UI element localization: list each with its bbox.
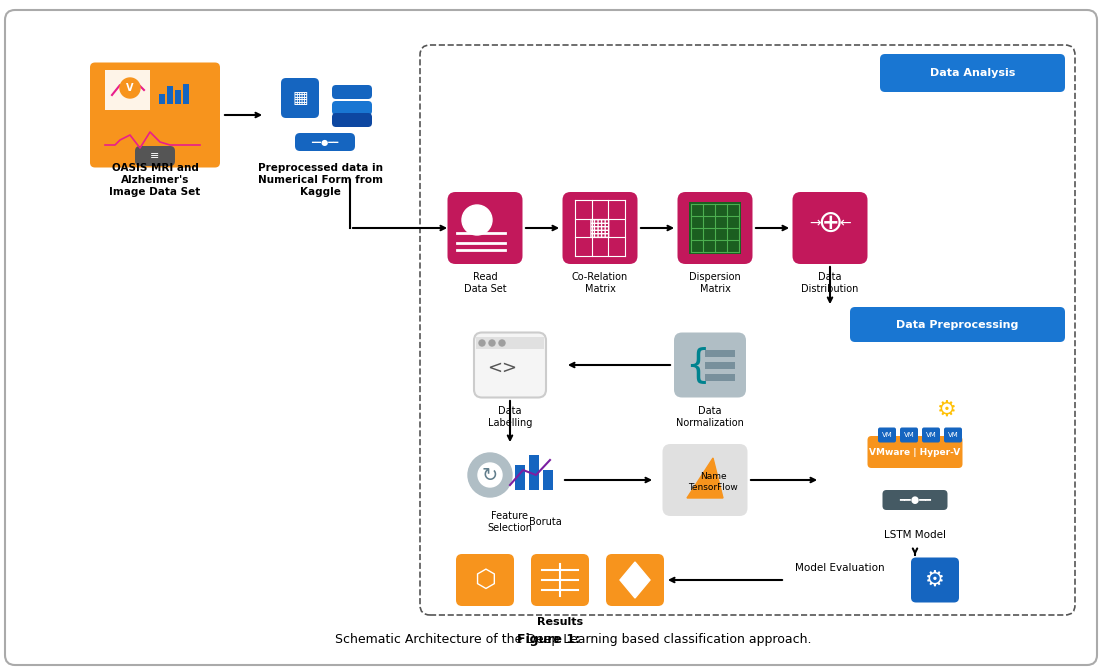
FancyBboxPatch shape <box>678 192 753 264</box>
Bar <box>705 350 735 356</box>
Circle shape <box>462 205 491 235</box>
Circle shape <box>120 78 140 98</box>
Text: V: V <box>127 83 133 93</box>
FancyBboxPatch shape <box>295 133 355 151</box>
Text: {: { <box>685 346 711 384</box>
Bar <box>183 84 190 104</box>
FancyBboxPatch shape <box>662 444 747 516</box>
FancyBboxPatch shape <box>944 427 962 442</box>
Circle shape <box>489 340 495 346</box>
Bar <box>175 90 181 104</box>
Bar <box>168 86 173 104</box>
FancyBboxPatch shape <box>867 436 962 468</box>
FancyBboxPatch shape <box>792 192 867 264</box>
Bar <box>476 337 544 349</box>
Text: VM: VM <box>926 432 937 438</box>
FancyBboxPatch shape <box>878 427 896 442</box>
Circle shape <box>479 340 485 346</box>
Text: Data
Normalization: Data Normalization <box>676 406 744 428</box>
Text: VMware | Hyper-V: VMware | Hyper-V <box>869 448 961 456</box>
Text: →: → <box>809 216 821 230</box>
Text: ━━●━━: ━━●━━ <box>899 495 931 505</box>
FancyBboxPatch shape <box>136 146 175 166</box>
FancyBboxPatch shape <box>332 113 372 127</box>
Text: Schematic Architecture of the Deep Learning based classification approach.: Schematic Architecture of the Deep Learn… <box>291 634 811 647</box>
FancyBboxPatch shape <box>332 101 372 115</box>
FancyBboxPatch shape <box>420 45 1074 615</box>
Circle shape <box>468 453 512 497</box>
Text: Read
Data Set: Read Data Set <box>464 272 506 294</box>
Text: ⬡: ⬡ <box>474 568 496 592</box>
Text: ⊕: ⊕ <box>818 208 843 237</box>
Text: VM: VM <box>948 432 959 438</box>
Text: Results: Results <box>537 617 583 627</box>
FancyBboxPatch shape <box>606 554 665 606</box>
Text: ↻: ↻ <box>482 466 498 484</box>
Text: Feature
Selection: Feature Selection <box>487 511 532 533</box>
Bar <box>159 94 165 104</box>
Text: ⚙: ⚙ <box>925 570 946 590</box>
Text: ▦: ▦ <box>292 89 307 107</box>
Text: Dispersion
Matrix: Dispersion Matrix <box>689 272 741 294</box>
Text: Name
TensorFlow: Name TensorFlow <box>688 472 738 492</box>
Bar <box>689 202 741 254</box>
FancyBboxPatch shape <box>90 62 220 168</box>
Text: ←: ← <box>840 216 851 230</box>
Text: ≡: ≡ <box>150 151 160 161</box>
Text: ━━●━━: ━━●━━ <box>312 137 338 147</box>
FancyBboxPatch shape <box>281 78 318 118</box>
Bar <box>705 373 735 381</box>
FancyBboxPatch shape <box>456 554 514 606</box>
Bar <box>515 465 525 490</box>
Text: VM: VM <box>882 432 893 438</box>
Text: ⚙: ⚙ <box>937 400 957 420</box>
FancyBboxPatch shape <box>562 192 637 264</box>
FancyBboxPatch shape <box>900 427 918 442</box>
Bar <box>705 362 735 368</box>
Text: Co-Relation
Matrix: Co-Relation Matrix <box>572 272 628 294</box>
Text: ▦: ▦ <box>588 216 612 240</box>
FancyBboxPatch shape <box>850 307 1065 342</box>
FancyBboxPatch shape <box>674 332 746 397</box>
Text: Data Preprocessing: Data Preprocessing <box>896 320 1018 330</box>
Bar <box>150 70 194 110</box>
Circle shape <box>499 340 505 346</box>
Polygon shape <box>620 562 650 598</box>
Text: Model Evaluation: Model Evaluation <box>796 563 885 573</box>
FancyBboxPatch shape <box>531 554 588 606</box>
Text: Preprocessed data in
Numerical Form from
Kaggle: Preprocessed data in Numerical Form from… <box>258 163 382 196</box>
Text: Data
Distribution: Data Distribution <box>801 272 858 294</box>
Circle shape <box>478 463 503 487</box>
Text: Boruta: Boruta <box>529 517 561 527</box>
FancyBboxPatch shape <box>447 192 522 264</box>
Text: VM: VM <box>904 432 915 438</box>
Text: Data Analysis: Data Analysis <box>930 68 1015 78</box>
Text: Data
Labelling: Data Labelling <box>488 406 532 428</box>
Text: <>: <> <box>487 359 517 377</box>
Bar <box>105 70 155 110</box>
Text: Figure 1:: Figure 1: <box>517 634 585 647</box>
FancyBboxPatch shape <box>6 10 1096 665</box>
FancyBboxPatch shape <box>474 332 545 397</box>
FancyBboxPatch shape <box>880 54 1065 92</box>
Bar <box>543 470 553 490</box>
FancyBboxPatch shape <box>883 490 948 510</box>
Bar <box>529 455 539 490</box>
Text: OASIS MRI and
Alzheimer's
Image Data Set: OASIS MRI and Alzheimer's Image Data Set <box>109 163 201 196</box>
FancyBboxPatch shape <box>911 557 959 602</box>
Polygon shape <box>687 458 723 498</box>
Text: LSTM Model: LSTM Model <box>884 530 946 540</box>
FancyBboxPatch shape <box>332 85 372 99</box>
FancyBboxPatch shape <box>922 427 940 442</box>
